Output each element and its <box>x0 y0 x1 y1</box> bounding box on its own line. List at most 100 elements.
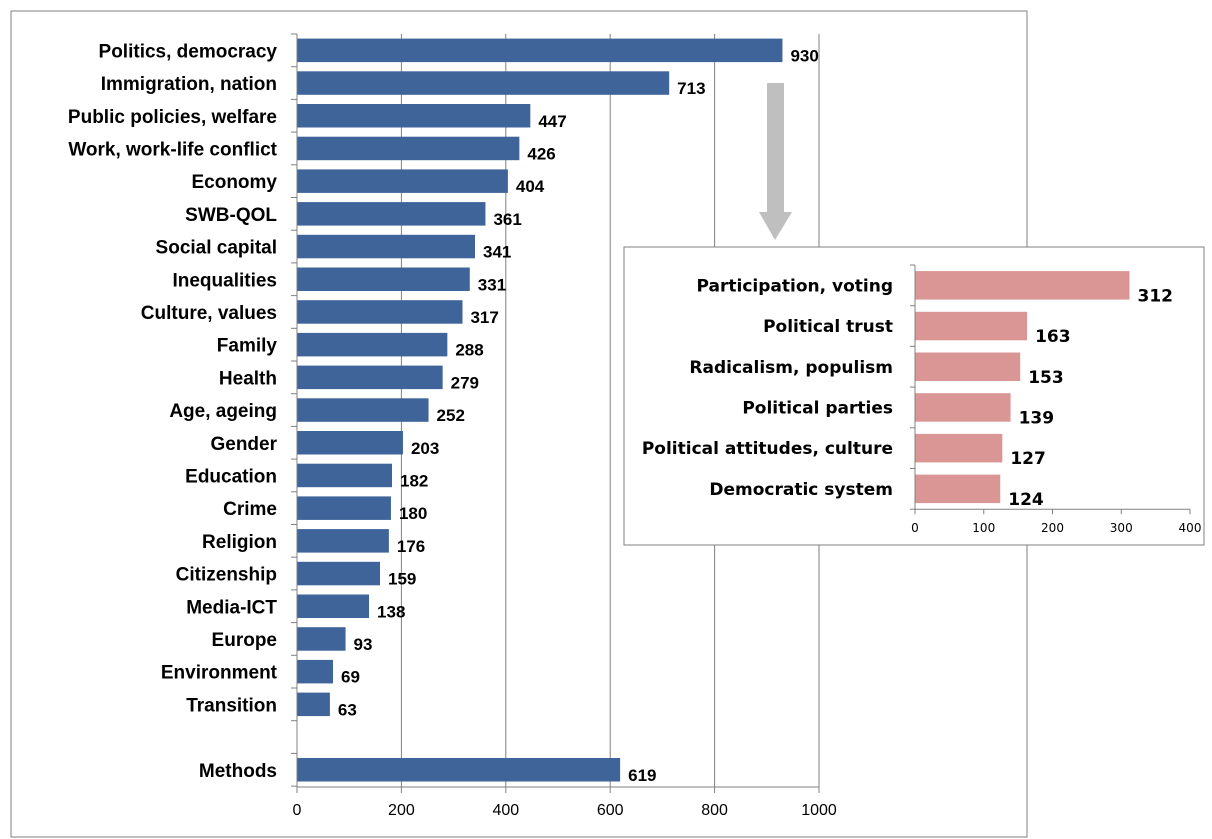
category-label-economy: Economy <box>191 172 277 193</box>
category-label-public-policies-welfare: Public policies, welfare <box>68 107 277 128</box>
bar-inequalities <box>297 267 470 291</box>
bar-immigration-nation <box>297 71 670 95</box>
bar-health <box>297 365 443 390</box>
bar-age-ageing <box>297 398 429 422</box>
value-label-politics-democracy: 930 <box>790 46 818 65</box>
inset-x-tick-label: 400 <box>1179 521 1202 535</box>
category-label-social-capital: Social capital <box>156 238 277 259</box>
value-label-citizenship: 159 <box>388 570 416 589</box>
main-x-tick-label: 200 <box>388 802 415 819</box>
bar-public-policies-welfare <box>297 104 531 128</box>
inset-bar-political-parties <box>915 393 1011 422</box>
inset-x-tick-label: 200 <box>1041 521 1064 535</box>
main-bars <box>297 38 783 782</box>
value-label-transition: 63 <box>338 700 357 719</box>
category-label-gender: Gender <box>210 434 277 455</box>
value-label-immigration-nation: 713 <box>677 79 705 98</box>
inset-chart: Participation, voting Political trust Radi… <box>623 246 1205 546</box>
inset-category-label-democratic-system: Democratic system <box>709 480 893 500</box>
main-x-tick-label: 400 <box>492 802 519 819</box>
value-label-social-capital: 341 <box>483 243 511 262</box>
inset-x-tick-label: 100 <box>972 521 995 535</box>
bar-environment <box>297 659 334 684</box>
bar-religion <box>297 529 389 553</box>
main-tick-labels: 0 200 400 600 800 1000 <box>293 802 837 819</box>
value-label-health: 279 <box>451 373 479 392</box>
inset-value-label-participation-voting: 312 <box>1138 286 1174 306</box>
main-x-tick-label: 1000 <box>801 802 837 819</box>
value-label-religion: 176 <box>397 537 425 556</box>
value-label-age-ageing: 252 <box>437 406 465 425</box>
inset-bar-democratic-system <box>915 474 1001 504</box>
category-label-crime: Crime <box>223 499 277 520</box>
inset-category-label-radicalism-populism: Radicalism, populism <box>689 358 893 378</box>
category-label-work-work-life-conflict: Work, work-life conflict <box>68 139 277 160</box>
value-label-methods: 619 <box>628 766 656 785</box>
main-x-tick-label: 0 <box>293 802 302 819</box>
category-label-immigration-nation: Immigration, nation <box>101 74 277 95</box>
inset-bar-radicalism-populism <box>915 352 1021 381</box>
value-label-inequalities: 331 <box>478 275 506 294</box>
category-label-methods: Methods <box>199 761 277 782</box>
main-x-tick-label: 600 <box>597 802 624 819</box>
inset-category-label-political-parties: Political parties <box>742 398 893 418</box>
value-label-environment: 69 <box>341 668 360 687</box>
inset-value-label-political-parties: 139 <box>1019 408 1055 428</box>
value-label-crime: 180 <box>399 504 427 523</box>
value-label-gender: 203 <box>411 439 439 458</box>
inset-value-labels: 312 163 153 139 127 124 <box>1008 286 1173 510</box>
value-label-economy: 404 <box>516 177 545 196</box>
bar-transition <box>297 692 330 717</box>
inset-axes <box>910 264 1191 515</box>
main-x-tick-label: 800 <box>701 802 728 819</box>
bar-social-capital <box>297 234 476 259</box>
bar-citizenship <box>297 561 380 586</box>
category-label-religion: Religion <box>202 532 277 553</box>
bar-swb-qol <box>297 202 486 226</box>
category-label-inequalities: Inequalities <box>172 270 277 291</box>
inset-category-labels: Participation, voting Political trust Radi… <box>642 276 893 500</box>
bar-work-work-life-conflict <box>297 136 520 161</box>
value-label-public-policies-welfare: 447 <box>538 112 566 131</box>
bar-methods <box>297 758 621 782</box>
value-label-culture-values: 317 <box>470 308 498 327</box>
category-label-culture-values: Culture, values <box>141 303 277 324</box>
inset-bars <box>915 271 1130 504</box>
inset-value-label-political-attitudes-culture: 127 <box>1010 449 1046 469</box>
value-label-swb-qol: 361 <box>493 210 521 229</box>
inset-bar-participation-voting <box>915 271 1130 300</box>
bar-media-ict <box>297 594 370 618</box>
category-label-health: Health <box>219 368 277 389</box>
main-category-labels: Politics, democracy Immigration, nation Pu… <box>68 41 278 781</box>
value-label-europe: 93 <box>354 635 373 654</box>
category-label-transition: Transition <box>186 695 277 716</box>
value-label-work-work-life-conflict: 426 <box>527 144 555 163</box>
bar-gender <box>297 431 403 455</box>
bar-family <box>297 332 448 357</box>
zoom-arrow <box>759 83 792 240</box>
bar-crime <box>297 496 391 520</box>
main-axes <box>291 33 820 793</box>
category-label-europe: Europe <box>212 630 277 651</box>
category-label-swb-qol: SWB-QOL <box>185 205 277 226</box>
value-label-media-ict: 138 <box>377 602 405 621</box>
category-label-family: Family <box>217 336 278 357</box>
inset-tick-labels: 0 100 200 300 400 <box>911 521 1201 535</box>
inset-value-label-political-trust: 163 <box>1035 327 1071 347</box>
category-label-age-ageing: Age, ageing <box>169 401 277 422</box>
category-label-media-ict: Media-ICT <box>186 597 277 618</box>
main-value-labels: 930 713 447 426 404 361 341 331 317 288 279 252 203 1… <box>338 46 819 784</box>
inset-x-tick-label: 300 <box>1110 521 1133 535</box>
value-label-family: 288 <box>455 341 483 360</box>
bar-economy <box>297 169 508 193</box>
inset-bar-political-attitudes-culture <box>915 433 1003 463</box>
category-label-politics-democracy: Politics, democracy <box>99 41 278 62</box>
value-label-education: 182 <box>400 471 428 490</box>
bar-education <box>297 463 393 488</box>
inset-value-label-radicalism-populism: 153 <box>1028 368 1064 388</box>
inset-bar-political-trust <box>915 311 1028 341</box>
inset-x-tick-label: 0 <box>911 521 919 535</box>
bar-europe <box>297 627 346 651</box>
inset-value-label-democratic-system: 124 <box>1008 490 1044 510</box>
